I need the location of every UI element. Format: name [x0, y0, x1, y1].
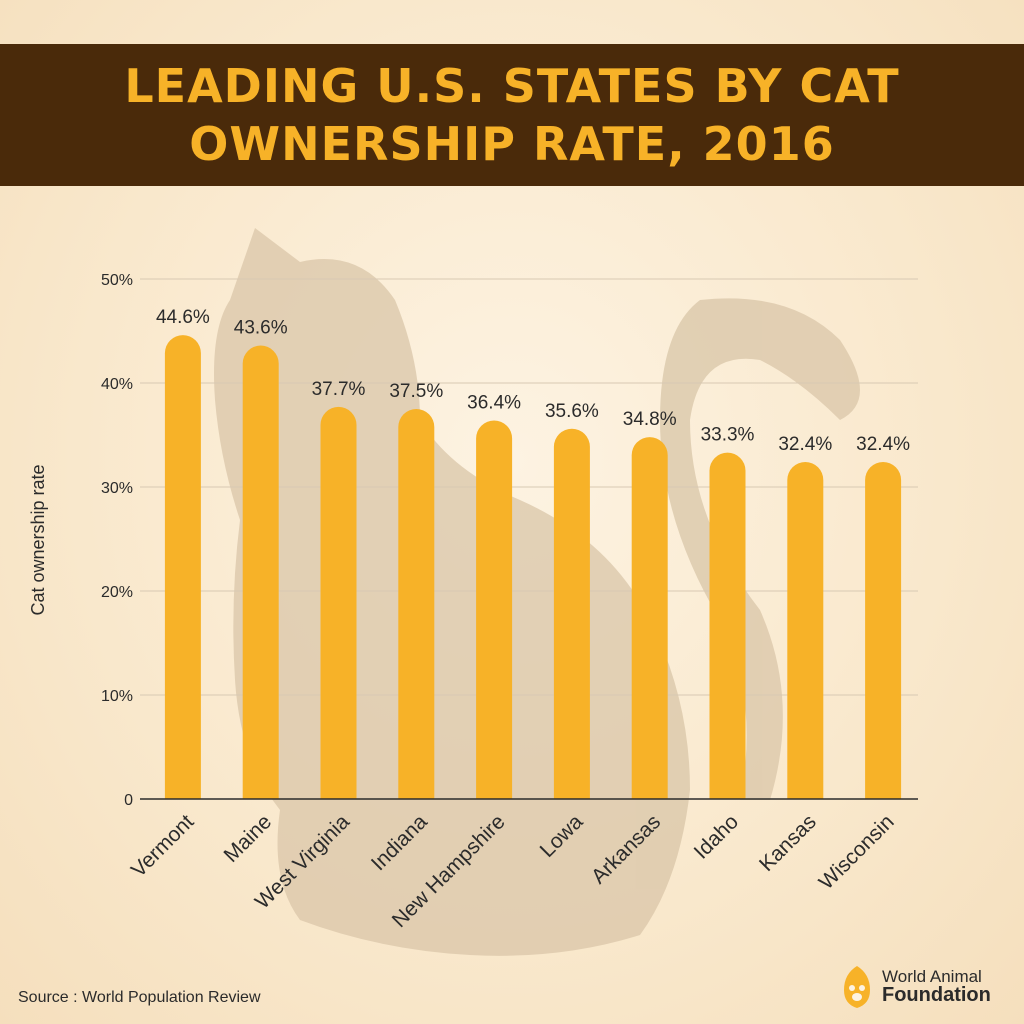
y-tick-label: 40% — [101, 376, 133, 393]
bar-vermont — [164, 335, 201, 799]
data-label: 44.6% — [156, 307, 210, 328]
x-tick-label: Maine — [220, 810, 277, 867]
data-label: 34.8% — [623, 409, 677, 430]
data-label: 43.6% — [234, 318, 288, 339]
bar-maine — [242, 345, 279, 799]
bar-kansas — [787, 462, 824, 799]
data-label: 35.6% — [545, 401, 599, 422]
x-tick-label: Wisconsin — [815, 810, 899, 894]
y-tick-label: 0 — [124, 792, 133, 809]
bar-west-virginia — [320, 406, 357, 799]
bar-arkansas — [631, 437, 668, 799]
title-banner: LEADING U.S. STATES BY CAT OWNERSHIP RAT… — [0, 44, 1024, 186]
x-tick-label: Vermont — [127, 810, 199, 882]
bar-indiana — [398, 409, 435, 799]
bar-new-hampshire — [476, 420, 513, 799]
source-note: Source : World Population Review — [18, 989, 261, 1006]
x-tick-label: Kansas — [755, 810, 821, 876]
brand-name-line2: Foundation — [882, 984, 991, 1007]
brand-logo: World Animal Foundation — [840, 962, 1020, 1012]
y-axis-title: Cat ownership rate — [28, 464, 48, 615]
data-label: 33.3% — [701, 425, 755, 446]
data-label: 37.7% — [312, 379, 366, 400]
y-tick-label: 10% — [101, 688, 133, 705]
y-tick-label: 20% — [101, 584, 133, 601]
data-label: 36.4% — [467, 392, 521, 413]
data-label: 32.4% — [778, 434, 832, 455]
y-tick-label: 50% — [101, 272, 133, 289]
x-tick-label: Idaho — [690, 810, 743, 863]
chart-title: LEADING U.S. STATES BY CAT OWNERSHIP RAT… — [124, 59, 900, 171]
data-label: 37.5% — [389, 381, 443, 402]
bar-wisconsin — [865, 462, 902, 799]
y-tick-label: 30% — [101, 480, 133, 497]
bar-lowa — [553, 428, 590, 799]
paw-logo-icon — [844, 966, 870, 1008]
bar-idaho — [709, 452, 746, 799]
data-label: 32.4% — [856, 434, 910, 455]
brand-name-line1: World Animal — [882, 966, 982, 986]
